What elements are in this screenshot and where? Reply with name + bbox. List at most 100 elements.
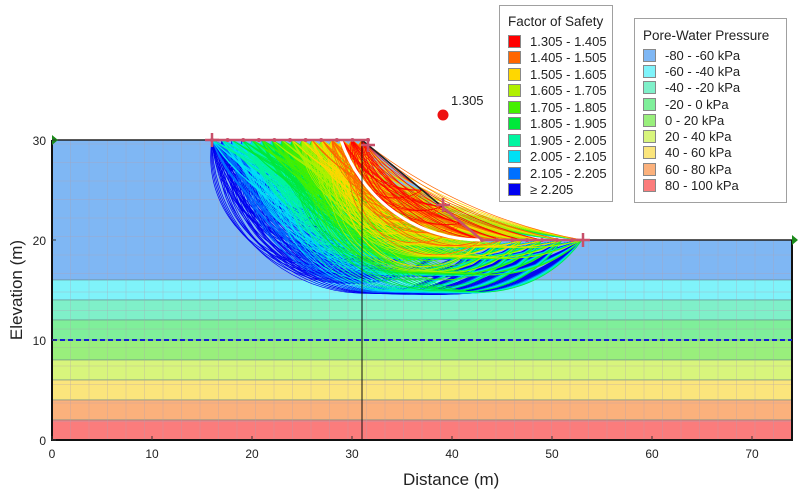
legend-swatch: [643, 113, 656, 127]
trial-slip-surface: [335, 139, 423, 211]
legend-label: 20 - 40 kPa: [665, 129, 732, 145]
trial-slip-surface: [221, 139, 463, 284]
entry-point-dot: [350, 138, 355, 142]
legend-label: 60 - 80 kPa: [665, 161, 732, 177]
x-tick-label: 40: [445, 447, 459, 461]
fos-legend-item: 1.505 - 1.605: [508, 66, 612, 83]
fos-legend-item: 1.405 - 1.505: [508, 50, 612, 67]
range-marker-icon: [205, 133, 219, 147]
exit-point-dot: [540, 238, 544, 242]
legend-swatch: [508, 183, 521, 197]
y-tick-label: 20: [33, 234, 47, 248]
legend-swatch: [508, 166, 521, 180]
range-marker-icon: [361, 138, 375, 152]
legend-swatch: [508, 51, 521, 65]
x-axis-title: Distance (m): [403, 470, 500, 489]
legend-label: 1.305 - 1.405: [530, 33, 607, 49]
y-tick-label: 30: [33, 134, 47, 148]
range-marker-icon: [576, 233, 590, 247]
trial-slip-surface: [341, 139, 483, 241]
axes: 0 10 20 30 40 50 60 70 0 10 20 30: [33, 134, 759, 461]
pwp-legend-item: -80 - -60 kPa: [643, 47, 786, 63]
pwp-legend-title: Pore-Water Pressure: [643, 28, 770, 43]
entry-point-dot: [303, 138, 308, 142]
entry-point-dot: [334, 138, 339, 142]
exit-point-dot: [495, 238, 499, 242]
x-tick-label: 60: [645, 447, 659, 461]
legend-swatch: [643, 179, 656, 193]
trial-slip-surface: [361, 139, 463, 224]
legend-swatch: [508, 67, 521, 81]
legend-label: 1.805 - 1.905: [530, 116, 607, 132]
legend-label: -40 - -20 kPa: [665, 80, 741, 96]
trial-slip-surface: [361, 139, 523, 241]
legend-label: -80 - -60 kPa: [665, 47, 741, 63]
trial-slip-surface: [361, 139, 503, 247]
trial-slip-surface: [361, 139, 443, 208]
legend-label: 1.405 - 1.505: [530, 50, 607, 66]
geometry-overlay: 1.305: [51, 93, 798, 441]
legend-label: ≥ 2.205: [530, 182, 574, 198]
legend-label: -60 - -40 kPa: [665, 63, 741, 79]
entry-point-dot: [225, 138, 230, 142]
entry-point-dot: [319, 138, 324, 142]
legend-swatch: [508, 34, 521, 48]
legend-swatch: [643, 162, 656, 176]
fos-legend-item: 2.105 - 2.205: [508, 165, 612, 182]
legend-label: 80 - 100 kPa: [665, 178, 739, 194]
legend-swatch: [508, 84, 521, 98]
legend-swatch: [643, 64, 656, 78]
fos-legend-item: 1.805 - 1.905: [508, 116, 612, 133]
legend-swatch: [643, 81, 656, 95]
pwp-legend: Pore-Water Pressure -80 - -60 kPa -60 - -…: [634, 18, 787, 203]
exit-point-dot: [555, 238, 559, 242]
legend-swatch: [508, 100, 521, 114]
trial-slip-surface: [361, 139, 583, 241]
legend-swatch: [643, 48, 656, 62]
pwp-legend-item: 60 - 80 kPa: [643, 161, 786, 177]
legend-swatch: [643, 130, 656, 144]
pwp-legend-item: 80 - 100 kPa: [643, 177, 786, 193]
entry-point-dot: [272, 138, 277, 142]
pwp-legend-item: -40 - -20 kPa: [643, 80, 786, 96]
legend-label: 1.705 - 1.805: [530, 99, 607, 115]
exit-range-line: [442, 206, 483, 241]
x-tick-label: 20: [245, 447, 259, 461]
fos-legend-item: 1.905 - 2.005: [508, 132, 612, 149]
legend-label: 1.505 - 1.605: [530, 66, 607, 82]
pwp-legend-item: -60 - -40 kPa: [643, 63, 786, 79]
entry-point-dot: [288, 138, 292, 142]
trial-slip-surface: [331, 139, 483, 241]
x-tick-label: 50: [545, 447, 559, 461]
trial-slip-surfaces: [210, 139, 583, 295]
x-tick-label: 30: [345, 447, 359, 461]
legend-swatch: [508, 117, 521, 131]
legend-label: 0 - 20 kPa: [665, 112, 725, 128]
boundary-condition-icon: [792, 235, 798, 245]
legend-label: 1.605 - 1.705: [530, 83, 607, 99]
x-tick-label: 10: [145, 447, 159, 461]
x-tick-label: 70: [745, 447, 759, 461]
range-marker-icon: [436, 198, 450, 212]
fos-legend-item: 1.705 - 1.805: [508, 99, 612, 116]
trial-slip-surface: [361, 139, 543, 241]
y-axis-title: Elevation (m): [7, 239, 26, 341]
legend-label: 1.905 - 2.005: [530, 132, 607, 148]
fos-legend-item: 2.005 - 2.105: [508, 149, 612, 166]
entry-point-dot: [241, 138, 246, 142]
exit-point-dot: [570, 238, 574, 242]
fos-legend-item: 1.605 - 1.705: [508, 83, 612, 100]
legend-label: 2.005 - 2.105: [530, 149, 607, 165]
legend-label: 2.105 - 2.205: [530, 165, 607, 181]
legend-swatch: [508, 133, 521, 147]
fos-legend-title: Factor of Safety: [508, 14, 604, 29]
trial-slip-surface: [351, 139, 483, 241]
y-tick-label: 10: [33, 334, 47, 348]
exit-point-dot: [480, 238, 484, 242]
x-tick-label: 0: [49, 447, 56, 461]
trial-slip-surface: [361, 139, 483, 241]
fos-legend: Factor of Safety 1.305 - 1.405 1.405 - 1.…: [499, 5, 613, 202]
pwp-legend-item: 20 - 40 kPa: [643, 128, 786, 144]
critical-fos-label: 1.305: [451, 93, 484, 108]
